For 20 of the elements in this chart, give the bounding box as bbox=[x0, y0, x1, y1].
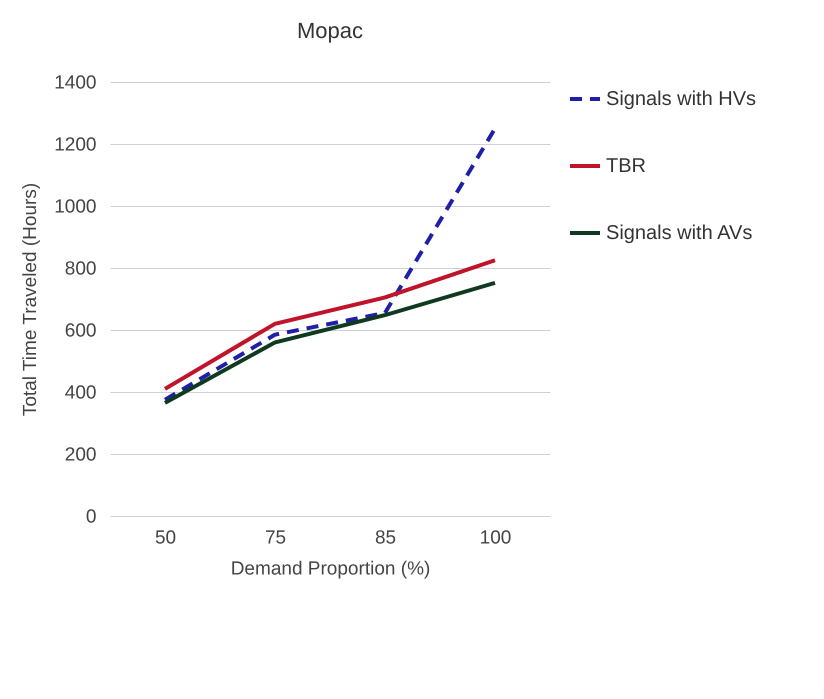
x-axis-title: Demand Proportion (%) bbox=[230, 558, 430, 580]
y-tick-label: 400 bbox=[64, 382, 96, 404]
line-series bbox=[163, 280, 497, 405]
y-tick-label: 1000 bbox=[54, 196, 96, 218]
legend-label: Signals with HVs bbox=[606, 88, 756, 110]
y-tick-label: 200 bbox=[64, 444, 96, 466]
line-series bbox=[163, 258, 497, 391]
x-tick-label: 75 bbox=[264, 528, 286, 548]
y-tick-label: 0 bbox=[86, 506, 96, 528]
y-tick-label: 600 bbox=[64, 320, 96, 342]
x-tick-label: 100 bbox=[480, 528, 512, 548]
legend-label: TBR bbox=[606, 155, 646, 177]
chart-title: Mopac bbox=[296, 18, 364, 43]
legend-label: Signals with AVs bbox=[606, 222, 752, 244]
y-axis-title: Total Time Traveled (Hours) bbox=[20, 182, 42, 416]
y-tick-label: 1400 bbox=[54, 72, 96, 94]
y-tick-label: 1200 bbox=[54, 134, 96, 156]
x-tick-label: 50 bbox=[154, 528, 176, 548]
y-tick-label: 800 bbox=[64, 258, 96, 280]
x-tick-label: 85 bbox=[374, 528, 396, 548]
